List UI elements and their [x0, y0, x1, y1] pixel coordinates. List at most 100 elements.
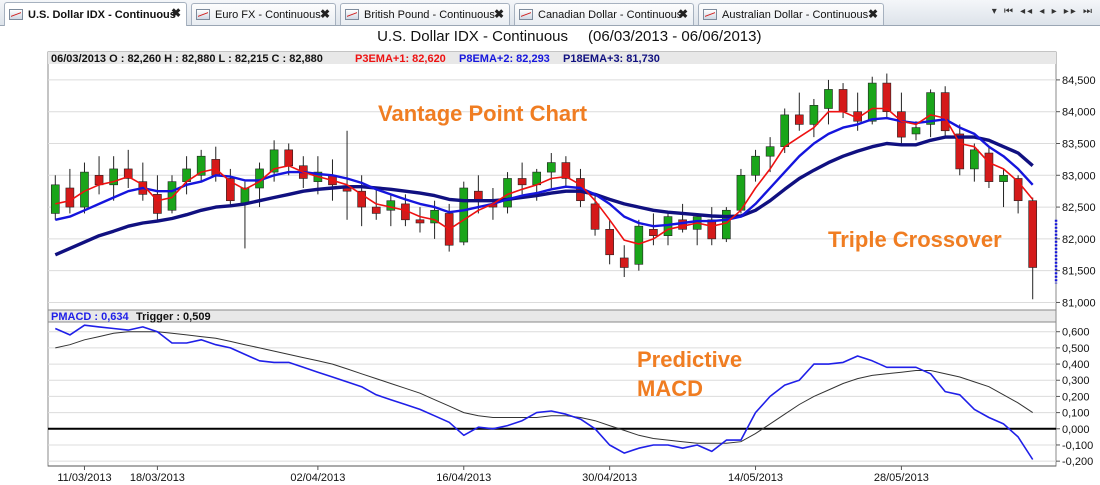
candle-body: [605, 229, 614, 256]
candle-body: [926, 92, 935, 125]
candle-body: [226, 178, 235, 202]
ema18-readout: P18EMA+3: 81,730: [563, 53, 660, 65]
tab-canadian-dollar[interactable]: Canadian Dollar - Continuous ✖: [514, 3, 694, 25]
macd-tick-label: 0,500: [1062, 343, 1090, 355]
candle-body: [109, 168, 118, 186]
candle-body: [940, 92, 950, 132]
candle-body: [430, 209, 439, 224]
candle-body: [415, 219, 425, 224]
date-tick-label: 02/04/2013: [290, 472, 345, 484]
macd-tick-label: 0,100: [1062, 408, 1090, 420]
candle-body: [167, 181, 177, 211]
candle-body: [999, 174, 1008, 182]
macd-gridlines: [48, 331, 1056, 462]
ema8-readout: P8EMA+2: 82,293: [459, 53, 550, 65]
pmacd-line: [54, 324, 1034, 460]
tab-label: U.S. Dollar IDX - Continuous: [28, 8, 176, 21]
candle-body: [65, 187, 75, 208]
candle-body: [955, 133, 965, 170]
candle-body: [284, 149, 294, 167]
price-tick-label: 84,000: [1062, 107, 1096, 119]
candle-body: [357, 190, 366, 208]
navigation-controls[interactable]: ▾ ⏮ ◂◂ ◂ ▸ ▸▸ ⏭: [991, 6, 1094, 17]
candle-body: [634, 225, 644, 265]
candle-body: [765, 146, 775, 157]
candle-body: [123, 168, 133, 179]
price-tick-label: 82,000: [1062, 234, 1096, 246]
info-bar-text: 06/03/2013 O : 82,260 H : 82,880 L : 82,…: [51, 53, 660, 65]
candle-body: [196, 155, 206, 176]
annotation-predictive: Predictive: [637, 347, 742, 372]
chart-date-range: (06/03/2013 - 06/06/2013): [588, 28, 761, 45]
tab-label: Euro FX - Continuous: [215, 8, 321, 21]
candle-body: [50, 184, 60, 214]
chart-icon: [196, 9, 210, 20]
price-tick-label: 81,000: [1062, 297, 1096, 309]
candle-body: [459, 187, 469, 243]
candle-body: [780, 114, 790, 147]
series-line-p18ema-3: [54, 135, 1034, 257]
tab-euro-fx[interactable]: Euro FX - Continuous ✖: [191, 3, 336, 25]
tab-british-pound[interactable]: British Pound - Continuous ✖: [340, 3, 510, 25]
trigger-line: [55, 331, 1033, 444]
price-tick-label: 84,500: [1062, 75, 1096, 87]
tab-label: Canadian Dollar - Continuous: [538, 8, 683, 21]
close-icon[interactable]: ✖: [867, 7, 878, 21]
price-tick-label: 83,500: [1062, 138, 1096, 150]
date-tick-label: 14/05/2013: [728, 472, 783, 484]
price-tick-label: 83,000: [1062, 170, 1096, 182]
candle-body: [794, 114, 804, 125]
series-line-p8ema-2: [55, 116, 1034, 228]
candle-body: [867, 82, 877, 122]
trigger-readout: Trigger : 0,509: [136, 311, 211, 323]
price-info-bar: [48, 52, 1056, 64]
candle-body: [386, 200, 396, 211]
pmacd-readout: PMACD : 0,634: [51, 311, 130, 323]
series-line-p3ema-1: [55, 107, 1034, 245]
candle-body: [809, 105, 819, 125]
candle-body: [211, 159, 221, 176]
macd-axis: 0,600 0,500 0,400 0,300 0,200 0,100 0,000 -0,10…: [1056, 327, 1093, 468]
close-icon[interactable]: ✖: [319, 7, 330, 21]
date-axis: 11/03/2013 18/03/2013 02/04/2013 16/04/2013…: [48, 465, 1056, 484]
tab-australian-dollar[interactable]: Australian Dollar - Continuous ✖: [698, 3, 884, 25]
chart-icon: [519, 9, 533, 20]
candle-body: [838, 89, 848, 112]
annotation-triple-crossover: Triple Crossover: [828, 227, 1002, 252]
price-axis: 84,500 84,000 83,500 83,000 82,500 82,000 81,5…: [1056, 75, 1096, 309]
macd-tick-label: -0,100: [1062, 440, 1093, 452]
chart-icon: [703, 9, 717, 20]
candle-body: [561, 162, 571, 179]
tab-us-dollar-idx[interactable]: U.S. Dollar IDX - Continuous ✖: [4, 2, 187, 26]
price-tick-label: 81,500: [1062, 266, 1096, 278]
close-icon[interactable]: ✖: [170, 6, 181, 20]
date-tick-label: 11/03/2013: [57, 472, 111, 484]
tab-label: British Pound - Continuous: [364, 8, 495, 21]
candle-body: [897, 111, 906, 138]
macd-panel: [47, 321, 1057, 467]
close-icon[interactable]: ✖: [493, 7, 504, 21]
chart-icon: [345, 9, 359, 20]
chart-title: U.S. Dollar IDX - Continuous: [377, 28, 568, 45]
candle-body: [751, 155, 760, 176]
date-tick-label: 18/03/2013: [130, 472, 185, 484]
candle-body: [546, 162, 556, 173]
ema3-readout: P3EMA+1: 82,620: [355, 53, 446, 65]
date-tick-label: 28/05/2013: [874, 472, 929, 484]
macd-lines: [54, 324, 1034, 460]
candle-body: [619, 257, 629, 268]
macd-tick-label: 0,200: [1062, 391, 1090, 403]
date-tick-label: 30/04/2013: [582, 472, 637, 484]
candle-body: [1013, 178, 1023, 202]
annotation-macd: MACD: [637, 376, 703, 401]
ohlc-readout: 06/03/2013 O : 82,260 H : 82,880 L : 82,…: [51, 53, 323, 65]
candle-body: [984, 152, 994, 182]
candle-body: [371, 206, 381, 214]
close-icon[interactable]: ✖: [677, 7, 688, 21]
ema-lines: [54, 107, 1034, 257]
candle-body: [590, 203, 600, 230]
candle-body: [722, 209, 731, 240]
chart-area[interactable]: U.S. Dollar IDX - Continuous (06/03/2013…: [0, 26, 1100, 485]
macd-tick-label: 0,600: [1062, 327, 1090, 339]
candle-body: [970, 149, 979, 170]
